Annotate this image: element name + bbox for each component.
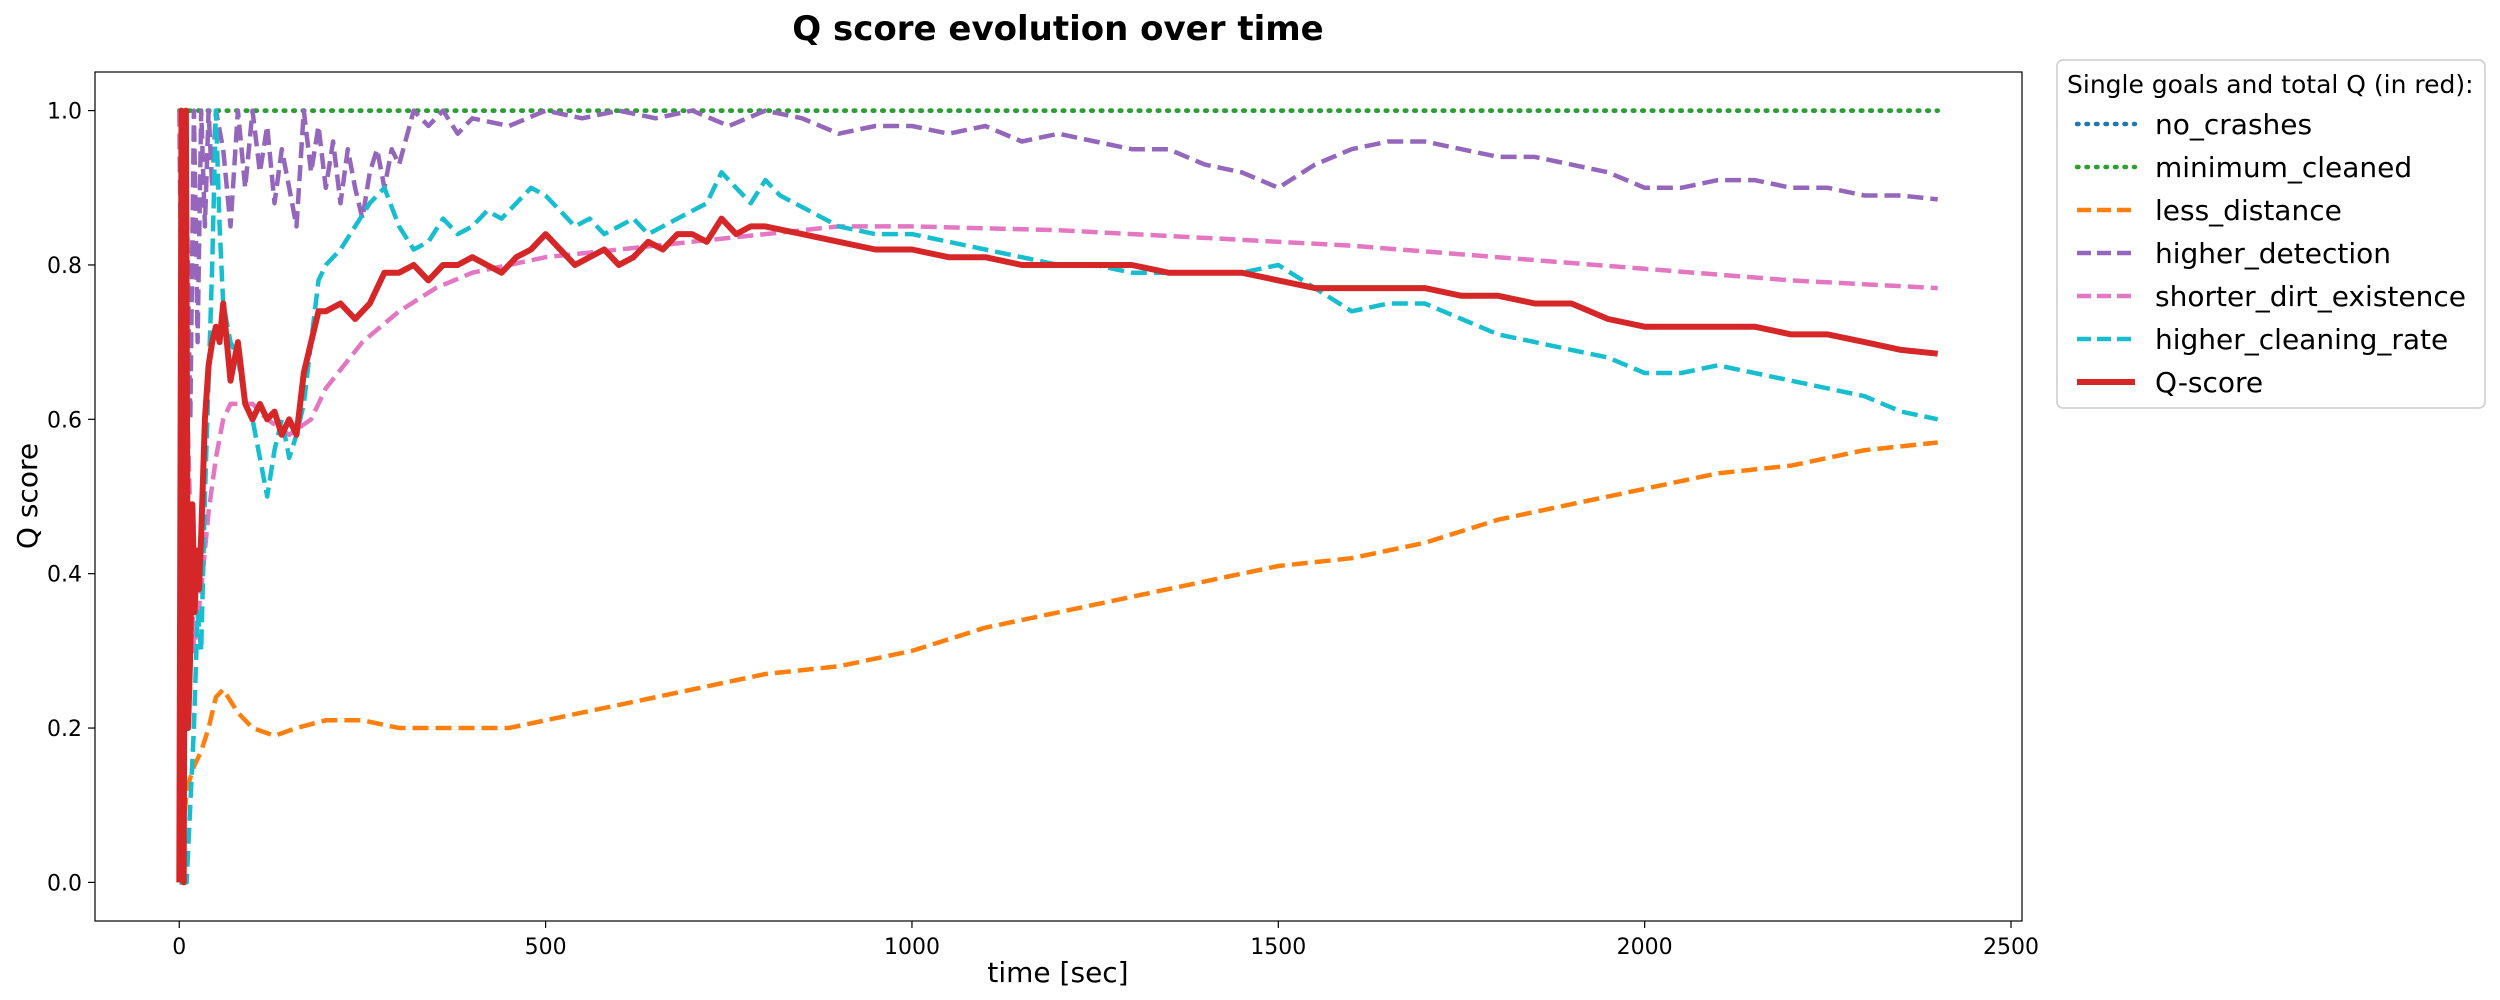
legend-label: shorter_dirt_existence	[2155, 280, 2466, 313]
legend: Single goals and total Q (in red): no_cr…	[2056, 59, 2486, 409]
x-tick-label: 500	[525, 935, 567, 960]
series-lines	[176, 107, 1940, 886]
y-tick-label: 0.4	[47, 563, 82, 588]
x-axis: 0 500 1000 1500 2000 2500	[172, 921, 2039, 960]
legend-label: no_crashes	[2155, 108, 2312, 141]
series-line-shorter-dirt-existence	[177, 110, 1938, 654]
x-tick-label: 2000	[1617, 935, 1673, 960]
y-axis-label: Q score	[11, 443, 44, 549]
x-tick-label: 2500	[1983, 935, 2039, 960]
y-tick-label: 1.0	[47, 100, 82, 125]
legend-label: minimum_cleaned	[2155, 151, 2412, 184]
y-axis: 0.0 0.2 0.4 0.6 0.8 1.0	[47, 100, 95, 896]
legend-box	[2056, 59, 2486, 409]
legend-title: Single goals and total Q (in red):	[2067, 70, 2474, 99]
y-tick-label: 0.2	[47, 717, 82, 742]
chart-title: Q score evolution over time	[792, 9, 1323, 49]
series-line-q-score	[176, 107, 1939, 886]
legend-label: Q-score	[2155, 366, 2263, 399]
plot-area	[94, 71, 2023, 922]
series-line-less-distance	[177, 440, 1938, 883]
legend-items: no_crashes minimum_cleaned less_distancehi…	[2074, 108, 2466, 399]
x-tick-label: 1500	[1250, 935, 1306, 960]
y-tick-label: 0.0	[47, 871, 82, 896]
y-tick-label: 0.6	[47, 408, 82, 433]
legend-label: higher_cleaning_rate	[2155, 323, 2448, 356]
x-tick-label: 1000	[884, 935, 940, 960]
series-line-higher-detection	[177, 108, 1938, 461]
x-tick-label: 0	[172, 935, 186, 960]
legend-label: higher_detection	[2155, 237, 2391, 270]
legend-label: less_distance	[2155, 194, 2342, 227]
x-axis-label: time [sec]	[987, 956, 1128, 989]
plot-frame	[94, 71, 2023, 922]
y-tick-label: 0.8	[47, 254, 82, 279]
